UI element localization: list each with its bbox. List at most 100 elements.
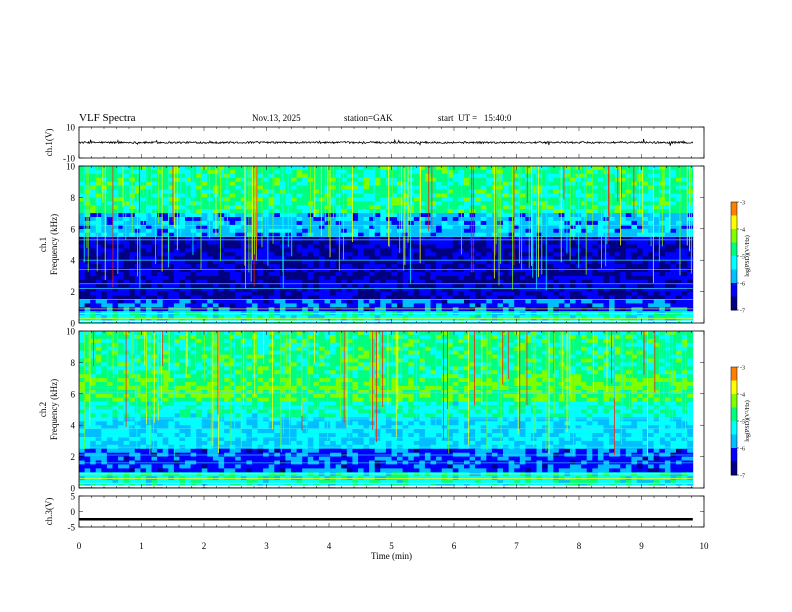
spectrogram-cell bbox=[246, 201, 253, 206]
spectrogram-cell bbox=[218, 228, 225, 234]
spectrogram-cell bbox=[179, 248, 186, 253]
spectrogram-cell bbox=[441, 291, 448, 296]
spectrogram-cell bbox=[542, 275, 549, 281]
spectrogram-cell bbox=[659, 291, 666, 296]
spectrogram-cell bbox=[201, 185, 208, 190]
spectrogram-cell bbox=[631, 279, 638, 285]
spectrogram-cell bbox=[681, 193, 688, 198]
spectrogram-cell bbox=[620, 177, 627, 183]
spectrogram-cell bbox=[447, 185, 454, 190]
spectrogram-cell bbox=[475, 315, 482, 320]
spectrogram-cell bbox=[592, 287, 599, 292]
spectrogram-cell bbox=[112, 299, 119, 304]
spectrogram-cell bbox=[586, 331, 593, 336]
spectrogram-cell bbox=[118, 213, 125, 218]
spectrogram-cell bbox=[341, 252, 348, 257]
spectrogram-cell bbox=[458, 334, 465, 340]
spectrogram-cell bbox=[570, 315, 576, 320]
spectrogram-cell bbox=[252, 166, 258, 171]
spectrogram-cell bbox=[653, 248, 660, 253]
spectrogram-cell bbox=[637, 240, 643, 245]
spectrogram-cell bbox=[352, 177, 359, 183]
spectrogram-cell bbox=[402, 299, 409, 304]
y-tick-label: 6 bbox=[71, 224, 76, 234]
spectrogram-cell bbox=[112, 256, 119, 261]
spectrogram-cell bbox=[363, 240, 370, 245]
spectrogram-cell bbox=[653, 201, 660, 206]
spectrogram-cell bbox=[207, 220, 214, 226]
spectrogram-cell bbox=[547, 181, 554, 186]
spectrogram-cell bbox=[374, 244, 381, 249]
spectrogram-cell bbox=[268, 303, 275, 308]
spectrogram-cell bbox=[313, 279, 320, 285]
spectrogram-cell bbox=[402, 193, 409, 198]
spectrogram-cell bbox=[268, 197, 275, 202]
spectrogram-cell bbox=[157, 213, 164, 218]
spectrogram-cell bbox=[564, 181, 571, 186]
spectrogram-cell bbox=[263, 283, 270, 289]
spectrogram-cell bbox=[79, 181, 85, 186]
spectrogram-cell bbox=[408, 232, 415, 237]
spectrogram-cell bbox=[358, 240, 364, 245]
spectrogram-cell bbox=[452, 264, 459, 269]
spectrogram-cell bbox=[564, 217, 571, 222]
spectrogram-cell bbox=[330, 228, 337, 234]
spectrogram-cell bbox=[614, 228, 621, 234]
spectrogram-cell bbox=[112, 248, 119, 253]
spectrogram-cell bbox=[542, 213, 549, 218]
spectrogram-cell bbox=[369, 283, 376, 289]
spectrogram-cell bbox=[508, 201, 515, 206]
spectrogram-cell bbox=[79, 209, 85, 214]
spectrogram-cell bbox=[318, 228, 325, 234]
spectrogram-cell bbox=[313, 169, 320, 175]
spectrogram-cell bbox=[146, 236, 152, 241]
spectrogram-cell bbox=[664, 169, 671, 175]
spectrogram-cell bbox=[436, 283, 443, 289]
spectrogram-cell bbox=[207, 193, 214, 198]
spectrogram-cell bbox=[530, 287, 537, 292]
spectrogram-cell bbox=[402, 189, 409, 194]
spectrogram-cell bbox=[514, 295, 521, 300]
spectrogram-cell bbox=[335, 303, 342, 308]
spectrogram-cell bbox=[106, 334, 113, 340]
spectrogram-cell bbox=[547, 256, 554, 261]
spectrogram-cell bbox=[374, 177, 381, 183]
spectrogram-cell bbox=[441, 193, 448, 198]
spectrogram-cell bbox=[229, 331, 236, 336]
spectrogram-cell bbox=[212, 299, 219, 304]
spectrogram-cell bbox=[642, 181, 649, 186]
spectrogram-cell bbox=[469, 252, 476, 257]
spectrogram-cell bbox=[586, 169, 593, 175]
spectrogram-cell bbox=[240, 232, 247, 237]
spectrogram-cell bbox=[491, 268, 498, 273]
spectrogram-cell bbox=[676, 201, 682, 206]
spectrogram-cell bbox=[586, 236, 593, 241]
spectrogram-cell bbox=[207, 166, 214, 171]
spectrogram-cell bbox=[659, 252, 666, 257]
spectrogram-cell bbox=[257, 303, 264, 308]
spectrogram-cell bbox=[486, 220, 493, 226]
spectrogram-cell bbox=[168, 295, 175, 300]
spectrogram-cell bbox=[514, 315, 521, 320]
spectrogram-cell bbox=[185, 299, 191, 304]
spectrogram-cell bbox=[631, 248, 638, 253]
spectrogram-cell bbox=[162, 177, 169, 183]
spectrogram-cell bbox=[268, 177, 275, 183]
spectrogram-cell bbox=[201, 201, 208, 206]
spectrogram-cell bbox=[307, 272, 314, 277]
spectrogram-cell bbox=[558, 185, 565, 190]
spectrogram-cell bbox=[363, 189, 370, 194]
spectrogram-cell bbox=[95, 166, 102, 171]
spectrogram-cell bbox=[441, 279, 448, 285]
spectrogram-cell bbox=[664, 228, 671, 234]
spectrogram-cell bbox=[146, 331, 152, 336]
spectrogram-cell bbox=[491, 287, 498, 292]
date-label: Nov.13, 2025 bbox=[252, 113, 301, 123]
spectrogram-cell bbox=[514, 220, 521, 226]
spectrogram-cell bbox=[664, 209, 671, 214]
spectrogram-cell bbox=[575, 272, 582, 277]
spectrogram-cell bbox=[441, 224, 448, 230]
spectrogram-cell bbox=[341, 236, 348, 241]
spectrogram-cell bbox=[179, 334, 186, 340]
spectrogram-cell bbox=[162, 240, 169, 245]
